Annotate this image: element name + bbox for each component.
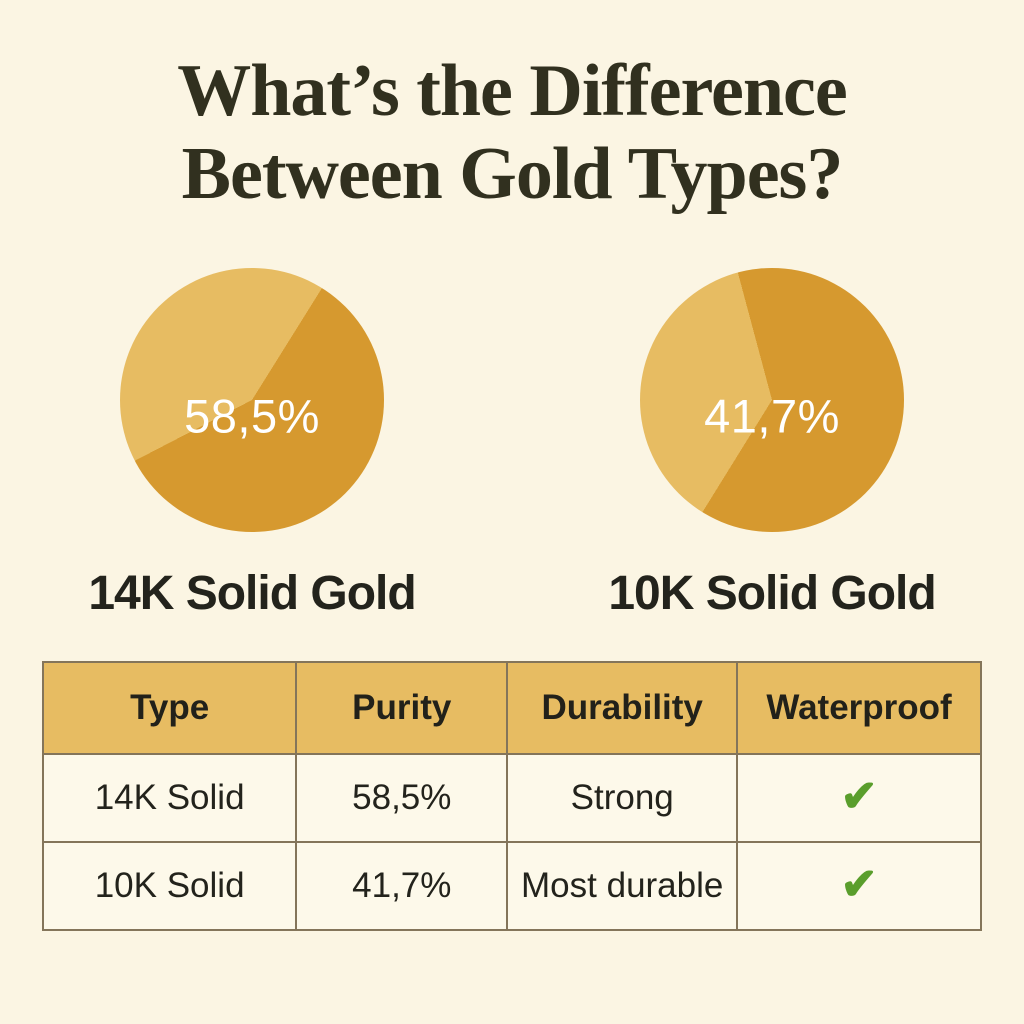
- cell-waterproof-14k: ✔: [736, 752, 982, 843]
- cell-type-14k: 14K Solid: [41, 752, 298, 843]
- comparison-table: Type Purity Durability Waterproof 14K So…: [41, 660, 982, 931]
- column-header-type: Type: [41, 660, 298, 755]
- cell-purity-14k: 58,5%: [295, 752, 509, 843]
- table-row-10k: 10K Solid 41,7% Most durable ✔: [41, 840, 982, 931]
- pie-block-14k: 58,5% 14K Solid Gold: [37, 267, 467, 621]
- pie-block-10k: 41,7% 10K Solid Gold: [557, 267, 987, 621]
- column-header-waterproof: Waterproof: [736, 660, 982, 755]
- cell-purity-10k: 41,7%: [295, 840, 509, 931]
- table-header: Type Purity Durability Waterproof: [41, 660, 982, 755]
- cell-waterproof-10k: ✔: [736, 840, 982, 931]
- table-row-14k: 14K Solid 58,5% Strong ✔: [41, 752, 982, 843]
- column-header-purity: Purity: [295, 660, 509, 755]
- page-title: What’s the Difference Between Gold Types…: [0, 50, 1024, 216]
- pie-title-10k: 10K Solid Gold: [608, 566, 936, 620]
- pie-percentage-label-10k: 41,7%: [704, 389, 840, 443]
- table-header-row: Type Purity Durability Waterproof: [41, 660, 982, 755]
- check-icon: ✔: [840, 772, 878, 822]
- check-icon: ✔: [840, 860, 878, 910]
- cell-durability-10k: Most durable: [506, 840, 739, 931]
- page-title-line-2: Between Gold Types?: [181, 132, 844, 215]
- pie-title-14k: 14K Solid Gold: [88, 566, 416, 620]
- pie-chart-10k: 41,7%: [640, 267, 904, 532]
- pie-chart-14k: 58,5%: [120, 267, 384, 532]
- pie-charts-row: 58,5% 14K Solid Gold 41,7% 10K Solid Gol…: [0, 267, 1024, 621]
- table-body: 14K Solid 58,5% Strong ✔ 10K Solid 41,7%…: [41, 752, 982, 931]
- cell-type-10k: 10K Solid: [41, 840, 298, 931]
- pie-percentage-label-14k: 58,5%: [184, 389, 320, 443]
- cell-durability-14k: Strong: [506, 752, 739, 843]
- page-title-line-1: What’s the Difference: [177, 50, 847, 132]
- column-header-durability: Durability: [506, 660, 739, 755]
